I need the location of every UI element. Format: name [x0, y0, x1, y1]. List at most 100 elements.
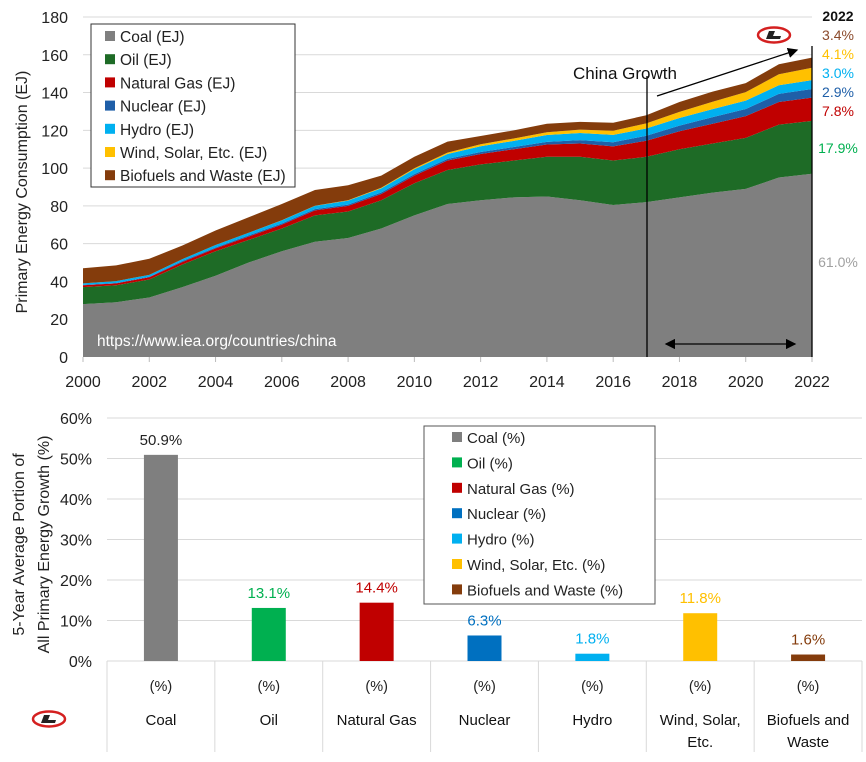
x-tick-label: 2010	[397, 374, 433, 391]
legend-swatch	[452, 482, 462, 493]
legend-swatch	[105, 100, 115, 111]
x-tick-label: 2020	[728, 374, 764, 391]
category-unit: (%)	[150, 679, 173, 695]
share-2022-label: 7.8%	[822, 103, 854, 119]
category-name: Oil	[260, 712, 278, 729]
legend-label: Wind, Solar, Etc. (EJ)	[120, 145, 267, 162]
legend-swatch	[452, 457, 462, 468]
bar	[359, 602, 394, 661]
logo-bottom	[31, 710, 67, 728]
y-tick-label: 60	[50, 237, 68, 254]
y-tick-label: 100	[41, 161, 68, 178]
y-tick-label: 40%	[60, 492, 92, 509]
y-axis-title: Primary Energy Consumption (EJ)	[14, 71, 31, 314]
share-2022-label: 2.9%	[822, 84, 854, 100]
legend-label: Biofuels and Waste (%)	[467, 582, 623, 599]
legend-swatch	[452, 559, 462, 569]
data-label: 13.1%	[248, 585, 291, 602]
y-tick-label: 40	[50, 274, 68, 291]
x-tick-label: 2002	[131, 374, 167, 391]
y-tick-label: 0	[59, 350, 68, 367]
legend-swatch	[452, 584, 462, 595]
y-tick-label: 10%	[60, 614, 92, 631]
legend-label: Nuclear (%)	[467, 506, 546, 523]
category-name: Nuclear	[459, 712, 511, 729]
share-header: 2022	[822, 8, 853, 24]
x-tick-label: 2006	[264, 374, 300, 391]
category-name: Waste	[787, 734, 829, 751]
share-2022-label: 3.0%	[822, 65, 854, 81]
logo-letter	[766, 31, 781, 39]
y-tick-label: 60%	[60, 411, 92, 428]
logo-ring	[31, 710, 67, 728]
legend-label: Coal (%)	[467, 430, 525, 447]
area-coal-ej	[83, 173, 812, 357]
legend-swatch	[452, 508, 462, 519]
y-tick-label: 30%	[60, 533, 92, 550]
legend-swatch	[105, 31, 115, 41]
legend-swatch	[105, 170, 115, 181]
x-tick-label: 2008	[330, 374, 366, 391]
category-name: Etc.	[687, 734, 713, 751]
y-tick-label: 180	[41, 10, 68, 27]
source-url: https://www.iea.org/countries/china	[97, 333, 337, 350]
legend-swatch	[105, 123, 115, 134]
y-axis-title-line: All Primary Energy Growth (%)	[36, 436, 53, 654]
share-2022-label: 61.0%	[818, 254, 858, 270]
y-tick-label: 140	[41, 86, 68, 103]
category-name: Natural Gas	[337, 712, 417, 729]
y-tick-label: 160	[41, 48, 68, 65]
data-label: 6.3%	[467, 612, 501, 629]
growth-arrow	[656, 47, 799, 97]
data-label: 1.8%	[575, 631, 609, 648]
bar	[683, 613, 718, 661]
growth-label: China Growth	[573, 64, 677, 83]
legend-label: Nuclear (EJ)	[120, 99, 206, 116]
category-unit: (%)	[689, 679, 712, 695]
legend-label: Hydro (%)	[467, 532, 535, 549]
category-name: Wind, Solar,	[660, 712, 741, 729]
y-tick-label: 120	[41, 123, 68, 140]
y-tick-label: 20%	[60, 573, 92, 590]
legend-swatch	[105, 77, 115, 88]
legend-label: Oil (%)	[467, 455, 513, 472]
bar	[791, 654, 826, 661]
area-natural-gas-ej	[83, 97, 812, 288]
data-label: 14.4%	[355, 580, 398, 597]
legend-label: Wind, Solar, Etc. (%)	[467, 557, 605, 574]
legend-swatch	[105, 147, 115, 157]
legend-box	[90, 23, 296, 188]
legend-label: Natural Gas (%)	[467, 481, 575, 498]
bar	[467, 635, 502, 661]
legend-label: Biofuels and Waste (EJ)	[120, 168, 286, 185]
legend-label: Natural Gas (EJ)	[120, 75, 235, 92]
category-name: Hydro	[572, 712, 612, 729]
share-2022-label: 17.9%	[818, 140, 858, 156]
y-tick-label: 80	[50, 199, 68, 216]
y-tick-label: 20	[50, 312, 68, 329]
category-unit: (%)	[797, 679, 820, 695]
x-tick-label: 2018	[662, 374, 698, 391]
x-tick-label: 2016	[595, 374, 631, 391]
category-unit: (%)	[365, 679, 388, 695]
legend-label: Hydro (EJ)	[120, 122, 194, 139]
share-2022-label: 3.4%	[822, 27, 854, 43]
area-oil-ej	[83, 120, 812, 305]
legend-swatch	[452, 533, 462, 544]
x-tick-label: 2012	[463, 374, 499, 391]
y-axis-title-line: 5-Year Average Portion of	[11, 453, 28, 636]
legend-label: Oil (EJ)	[120, 52, 172, 69]
area-biofuels-and-waste-ej	[83, 57, 812, 284]
logo-letter	[41, 715, 56, 723]
legend-bottom: Coal (%) Oil (%) Natural Gas (%) Nuclear (%…	[423, 425, 656, 605]
legend-top: Coal (EJ) Oil (EJ) Natural Gas (EJ) Nuclear…	[90, 23, 296, 188]
data-label: 50.9%	[140, 432, 183, 449]
logo-top	[756, 26, 792, 44]
x-tick-label: 2004	[198, 374, 234, 391]
category-unit: (%)	[258, 679, 281, 695]
legend-box	[423, 425, 656, 605]
x-tick-label: 2014	[529, 374, 565, 391]
share-2022-label: 4.1%	[822, 46, 854, 62]
x-tick-label: 2022	[794, 374, 830, 391]
